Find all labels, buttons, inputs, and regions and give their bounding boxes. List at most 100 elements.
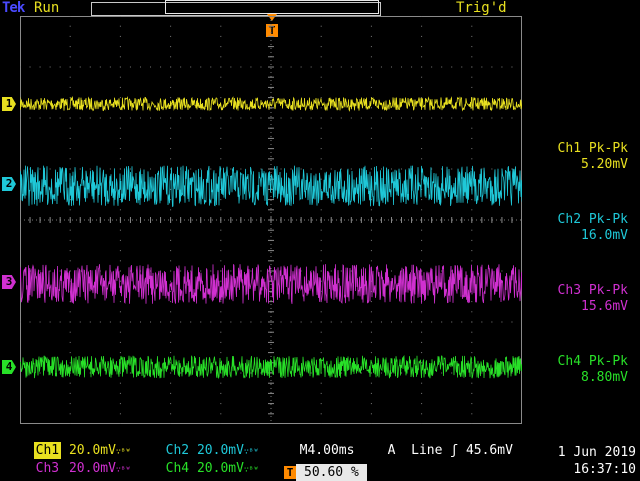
grid-dot bbox=[411, 66, 413, 68]
grid-dot bbox=[69, 86, 71, 88]
grid-dot bbox=[170, 199, 172, 201]
ch1-ground-marker: 1 bbox=[2, 97, 16, 111]
grid-dot bbox=[401, 168, 403, 170]
grid-dot bbox=[370, 229, 372, 231]
grid-dot bbox=[170, 97, 172, 99]
grid-dot bbox=[220, 321, 222, 323]
grid-dot bbox=[491, 321, 493, 323]
ch3-scale-readout[interactable]: Ch3 20.0mV∵ᴮᵂ bbox=[18, 443, 131, 478]
grid-dot bbox=[220, 341, 222, 343]
grid-dot bbox=[170, 137, 172, 139]
grid-dot bbox=[380, 66, 382, 68]
grid-dot bbox=[220, 250, 222, 252]
grid-dot bbox=[220, 229, 222, 231]
grid-dot bbox=[250, 66, 252, 68]
grid-dot bbox=[119, 250, 121, 252]
grid-dot bbox=[451, 321, 453, 323]
grid-dot bbox=[471, 35, 473, 37]
grid-dot bbox=[290, 117, 292, 119]
grid-dot bbox=[511, 117, 513, 119]
waveform-graticule bbox=[20, 16, 522, 424]
grid-dot bbox=[421, 199, 423, 201]
grid-dot bbox=[280, 321, 282, 323]
grid-dot bbox=[79, 117, 81, 119]
ch1-scale-readout[interactable]: Ch1 20.0mV∵ᴮᵂ bbox=[18, 425, 130, 460]
grid-dot bbox=[170, 280, 172, 282]
grid-dot bbox=[320, 321, 322, 323]
grid-dot bbox=[481, 372, 483, 374]
grid-dot bbox=[220, 209, 222, 211]
grid-dot bbox=[160, 321, 162, 323]
grid-dot bbox=[29, 321, 31, 323]
grid-dot bbox=[471, 311, 473, 313]
ch3-bw-limit-icon: ∵ᴮᵂ bbox=[115, 465, 131, 474]
grid-dot bbox=[200, 168, 202, 170]
ch4-scale-readout[interactable]: Ch4 20.0mV∵ᴮᵂ bbox=[150, 443, 259, 478]
grid-dot bbox=[69, 331, 71, 333]
grid-dot bbox=[220, 158, 222, 160]
grid-dot bbox=[240, 168, 242, 170]
grid-dot bbox=[109, 117, 111, 119]
grid-dot bbox=[300, 321, 302, 323]
grid-dot bbox=[320, 229, 322, 231]
grid-dot bbox=[290, 321, 292, 323]
grid-dot bbox=[59, 321, 61, 323]
grid-dot bbox=[69, 25, 71, 27]
grid-dot bbox=[411, 168, 413, 170]
grid-dot bbox=[170, 403, 172, 405]
grid-dot bbox=[471, 25, 473, 27]
grid-dot bbox=[240, 270, 242, 272]
ch4-bw-limit-icon: ∵ᴮᵂ bbox=[243, 465, 259, 474]
grid-dot bbox=[421, 423, 423, 424]
grid-dot bbox=[69, 148, 71, 150]
grid-dot bbox=[390, 372, 392, 374]
grid-dot bbox=[320, 97, 322, 99]
grid-dot bbox=[441, 321, 443, 323]
grid-dot bbox=[421, 86, 423, 88]
grid-dot bbox=[471, 423, 473, 424]
grid-dot bbox=[471, 76, 473, 78]
grid-dot bbox=[170, 413, 172, 415]
grid-dot bbox=[119, 158, 121, 160]
grid-dot bbox=[69, 260, 71, 262]
grid-dot bbox=[220, 270, 222, 272]
grid-dot bbox=[320, 352, 322, 354]
grid-dot bbox=[39, 66, 41, 68]
grid-dot bbox=[220, 97, 222, 99]
grid-dot bbox=[370, 158, 372, 160]
grid-dot bbox=[139, 321, 141, 323]
grid-dot bbox=[421, 331, 423, 333]
grid-dot bbox=[170, 372, 172, 374]
timebase-readout[interactable]: M4.00ms bbox=[284, 425, 355, 459]
grid-dot bbox=[170, 341, 172, 343]
brand-logo: Tek bbox=[2, 0, 25, 16]
grid-dot bbox=[330, 270, 332, 272]
grid-dot bbox=[220, 382, 222, 384]
grid-dot bbox=[421, 352, 423, 354]
trigger-slope-icon: ʃ bbox=[450, 443, 459, 458]
trigger-readout[interactable]: A Line ʃ 45.6mV bbox=[372, 425, 513, 459]
grid-dot bbox=[320, 168, 322, 170]
grid-dot bbox=[69, 46, 71, 48]
grid-dot bbox=[320, 280, 322, 282]
grid-dot bbox=[170, 188, 172, 190]
ch2-scale-readout[interactable]: Ch2 20.0mV∵ᴮᵂ bbox=[150, 425, 259, 460]
grid-dot bbox=[421, 158, 423, 160]
grid-dot bbox=[180, 321, 182, 323]
grid-dot bbox=[119, 86, 121, 88]
trigger-position-readout[interactable]: T 50.60 % bbox=[284, 462, 367, 481]
grid-dot bbox=[109, 66, 111, 68]
grid-dot bbox=[69, 239, 71, 241]
grid-dot bbox=[20, 372, 21, 374]
grid-dot bbox=[200, 117, 202, 119]
grid-dot bbox=[160, 66, 162, 68]
grid-dot bbox=[89, 321, 91, 323]
grid-dot bbox=[230, 270, 232, 272]
grid-dot bbox=[330, 168, 332, 170]
grid-dot bbox=[471, 56, 473, 58]
grid-dot bbox=[441, 270, 443, 272]
grid-dot bbox=[29, 270, 31, 272]
grid-dot bbox=[501, 66, 503, 68]
grid-dot bbox=[320, 46, 322, 48]
grid-dot bbox=[451, 168, 453, 170]
